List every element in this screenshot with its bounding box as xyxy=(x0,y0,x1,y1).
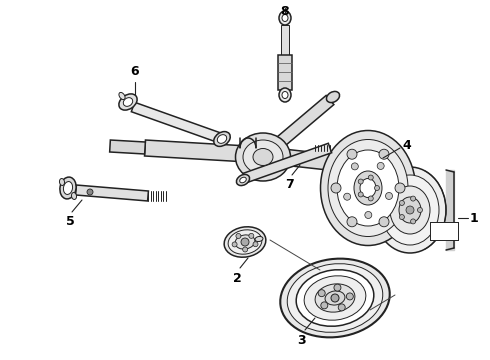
Polygon shape xyxy=(75,185,148,201)
Circle shape xyxy=(379,217,389,227)
Ellipse shape xyxy=(72,193,76,199)
Circle shape xyxy=(411,196,416,201)
Circle shape xyxy=(399,215,404,220)
Circle shape xyxy=(395,183,405,193)
Ellipse shape xyxy=(381,175,439,245)
Circle shape xyxy=(365,211,372,219)
Ellipse shape xyxy=(325,291,345,305)
Circle shape xyxy=(386,193,392,199)
Circle shape xyxy=(331,183,341,193)
Ellipse shape xyxy=(119,94,137,110)
Ellipse shape xyxy=(279,11,291,25)
Ellipse shape xyxy=(63,181,73,194)
Circle shape xyxy=(87,189,93,195)
Ellipse shape xyxy=(237,175,249,185)
Ellipse shape xyxy=(282,14,288,22)
Circle shape xyxy=(338,304,345,311)
Ellipse shape xyxy=(123,98,133,106)
Polygon shape xyxy=(261,95,334,159)
Polygon shape xyxy=(145,140,266,163)
Circle shape xyxy=(334,284,341,291)
Circle shape xyxy=(318,290,325,297)
Ellipse shape xyxy=(354,171,382,205)
Ellipse shape xyxy=(320,131,416,246)
Text: 8: 8 xyxy=(281,5,289,18)
Text: 4: 4 xyxy=(402,139,411,152)
Circle shape xyxy=(399,201,404,206)
Ellipse shape xyxy=(374,167,446,253)
Circle shape xyxy=(249,233,254,238)
Ellipse shape xyxy=(360,179,376,198)
Ellipse shape xyxy=(60,177,76,199)
Circle shape xyxy=(347,217,357,227)
Circle shape xyxy=(417,207,422,212)
Ellipse shape xyxy=(235,235,255,249)
Circle shape xyxy=(411,219,416,224)
Circle shape xyxy=(321,302,328,309)
Ellipse shape xyxy=(59,179,65,185)
Ellipse shape xyxy=(240,177,246,183)
Ellipse shape xyxy=(328,139,408,237)
Ellipse shape xyxy=(224,227,266,257)
Ellipse shape xyxy=(390,186,430,234)
Ellipse shape xyxy=(228,230,262,254)
Circle shape xyxy=(379,149,389,159)
Circle shape xyxy=(241,238,249,246)
Circle shape xyxy=(377,162,384,170)
Ellipse shape xyxy=(315,284,355,312)
Ellipse shape xyxy=(236,133,291,181)
Ellipse shape xyxy=(119,93,125,100)
Ellipse shape xyxy=(255,237,263,242)
Ellipse shape xyxy=(296,270,374,326)
Polygon shape xyxy=(110,140,146,154)
Ellipse shape xyxy=(337,150,399,226)
Circle shape xyxy=(374,185,379,190)
Text: 1: 1 xyxy=(470,212,479,225)
Circle shape xyxy=(347,149,357,159)
Ellipse shape xyxy=(326,91,340,103)
Circle shape xyxy=(368,196,373,201)
Circle shape xyxy=(243,247,247,252)
Ellipse shape xyxy=(217,135,227,143)
Circle shape xyxy=(351,163,358,170)
Ellipse shape xyxy=(214,132,230,147)
Polygon shape xyxy=(244,143,332,183)
Circle shape xyxy=(331,294,339,302)
Polygon shape xyxy=(281,25,289,55)
Ellipse shape xyxy=(243,140,283,174)
Circle shape xyxy=(253,242,258,247)
Polygon shape xyxy=(264,147,356,173)
Text: 2: 2 xyxy=(233,272,242,285)
Polygon shape xyxy=(131,102,221,143)
Text: 5: 5 xyxy=(66,215,74,228)
Circle shape xyxy=(343,193,351,200)
Circle shape xyxy=(358,179,363,184)
Circle shape xyxy=(236,234,241,238)
Circle shape xyxy=(346,293,353,300)
Circle shape xyxy=(406,206,414,214)
Text: 7: 7 xyxy=(286,178,294,191)
Text: 3: 3 xyxy=(298,334,306,347)
Ellipse shape xyxy=(399,197,421,223)
FancyBboxPatch shape xyxy=(430,222,458,240)
Polygon shape xyxy=(278,55,292,90)
Ellipse shape xyxy=(304,276,366,320)
Ellipse shape xyxy=(280,258,390,337)
Circle shape xyxy=(368,175,373,180)
Ellipse shape xyxy=(253,149,273,166)
Ellipse shape xyxy=(279,88,291,102)
Ellipse shape xyxy=(287,264,383,332)
Circle shape xyxy=(358,192,363,197)
Ellipse shape xyxy=(282,91,288,99)
Circle shape xyxy=(232,242,237,247)
Text: 6: 6 xyxy=(131,65,139,78)
